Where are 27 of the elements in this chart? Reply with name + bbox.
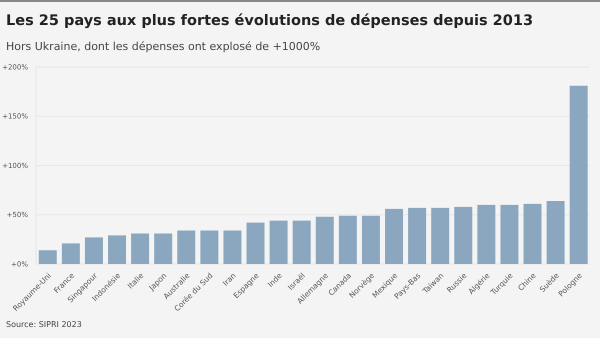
bar [246,222,265,264]
chart-title: Les 25 pays aux plus fortes évolutions de dépenses depuis 2013 [6,13,534,29]
bar [292,220,311,264]
bar [108,235,126,264]
bar [477,204,496,264]
bar [362,216,380,264]
chart-subtitle: Hors Ukraine, dont les dépenses ont explosé de +1000% [6,40,320,53]
bar [316,216,334,264]
bar [270,220,288,264]
bar [200,230,218,264]
bar [177,230,196,264]
bar [62,243,80,264]
bar [408,208,426,264]
bar [385,208,404,264]
bar [431,208,450,264]
bar [546,200,565,264]
bar [223,230,242,264]
bar [500,204,518,264]
bar [524,204,542,264]
source-note: Source: SIPRI 2023 [6,320,82,329]
bar [570,86,588,264]
bar [338,216,357,264]
bar [131,233,150,264]
bar [84,237,103,264]
bar [454,206,472,264]
bar [154,233,172,264]
bar [38,250,57,264]
